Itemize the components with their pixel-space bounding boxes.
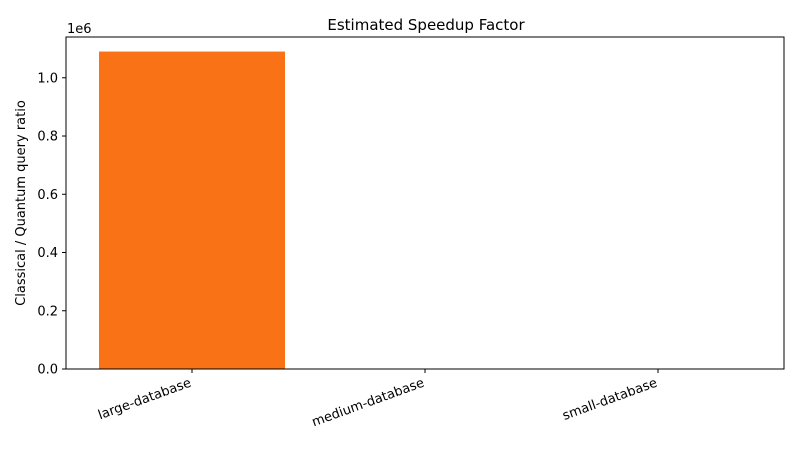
y-axis-label: Classical / Quantum query ratio xyxy=(14,100,29,306)
y-tick-label: 0.0 xyxy=(37,363,58,378)
x-axis-ticks: large-database medium-database small-datab… xyxy=(96,369,659,430)
x-tick-label: small-database xyxy=(561,376,660,424)
bars-group xyxy=(99,51,751,370)
plot-frame xyxy=(65,36,785,370)
y-axis-offset-text: 1e6 xyxy=(67,22,92,37)
y-tick-label: 0.2 xyxy=(37,304,58,319)
y-tick-label: 0.8 xyxy=(37,130,58,145)
chart-title: Estimated Speedup Factor xyxy=(327,16,525,34)
y-tick-label: 0.4 xyxy=(37,246,58,261)
y-tick-label: 1.0 xyxy=(37,71,58,86)
x-tick-label: medium-database xyxy=(310,376,426,431)
y-tick-label: 0.6 xyxy=(37,188,58,203)
bar-large-database xyxy=(99,51,285,370)
x-tick-label: large-database xyxy=(96,376,193,424)
y-axis-ticks: 0.0 0.2 0.4 0.6 0.8 1.0 xyxy=(37,71,66,378)
